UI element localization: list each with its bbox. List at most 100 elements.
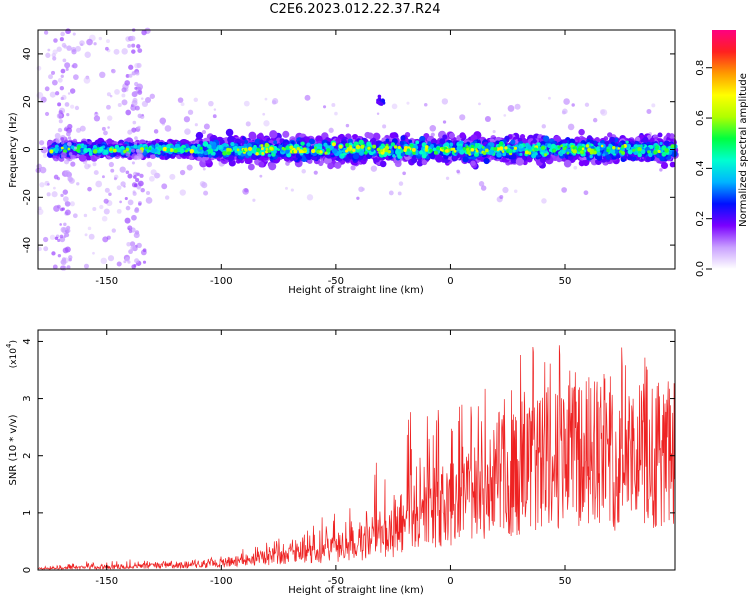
band-spot — [567, 154, 574, 161]
band-spot — [459, 149, 465, 155]
band-spot — [399, 141, 404, 146]
band-spot — [269, 130, 278, 139]
noise-speck — [651, 103, 656, 108]
band-spot — [273, 140, 278, 145]
band-spot — [532, 139, 537, 144]
noise-speck — [84, 163, 91, 170]
noise-speck — [541, 124, 547, 129]
noise-speck — [39, 140, 45, 146]
band-spot — [421, 159, 428, 166]
band-spot — [637, 152, 643, 158]
noise-speck — [548, 96, 551, 100]
band-spot — [230, 141, 235, 147]
band-spot — [290, 140, 295, 145]
noise-speck — [49, 91, 56, 98]
band-spot — [490, 146, 495, 151]
noise-speck — [263, 120, 270, 127]
band-spot — [435, 154, 443, 163]
band-spot — [582, 159, 590, 167]
noise-speck — [179, 189, 186, 196]
noise-speck — [69, 201, 75, 207]
noise-speck — [51, 79, 58, 86]
noise-speck — [584, 102, 590, 107]
noise-speck — [121, 99, 128, 106]
noise-speck — [70, 104, 75, 109]
noise-speck — [397, 191, 402, 196]
noise-speck — [72, 213, 78, 219]
band-spot — [227, 135, 235, 144]
band-spot — [341, 153, 345, 157]
noise-speck — [52, 264, 58, 270]
noise-speck — [101, 215, 108, 222]
noise-speck — [67, 92, 71, 95]
band-spot — [247, 163, 255, 171]
band-spot — [483, 157, 490, 165]
band-spot — [452, 155, 458, 160]
band-spot — [385, 138, 390, 143]
noise-speck — [83, 76, 91, 84]
noise-speck — [75, 45, 81, 52]
noise-speck — [70, 161, 76, 167]
noise-speck — [149, 93, 155, 99]
noise-speck — [146, 161, 153, 168]
noise-speck — [107, 115, 113, 121]
band-spot — [542, 135, 550, 142]
noise-speck — [262, 112, 266, 116]
band-spot — [660, 161, 669, 170]
band-spot — [609, 136, 616, 143]
band-spot — [510, 139, 516, 145]
noise-speck — [478, 181, 485, 187]
noise-speck — [120, 181, 126, 187]
noise-speck — [259, 174, 263, 178]
spectrogram-heatmap — [35, 27, 679, 271]
noise-speck — [145, 197, 153, 204]
noise-speck — [155, 173, 161, 179]
band-spot — [442, 134, 448, 140]
band-spot — [519, 133, 526, 140]
band-spot — [82, 144, 88, 149]
noise-speck — [101, 126, 106, 131]
noise-speck — [600, 109, 608, 116]
noise-speck — [116, 261, 122, 267]
noise-speck — [159, 117, 167, 125]
noise-speck — [334, 111, 338, 116]
band-spot — [55, 147, 59, 152]
band-spot — [502, 152, 506, 157]
band-spot — [203, 150, 209, 156]
band-spot — [501, 157, 507, 163]
band-spot — [532, 150, 536, 154]
noise-speck — [111, 69, 114, 72]
noise-speck — [108, 161, 114, 168]
band-spot — [400, 135, 406, 141]
noise-speck — [116, 208, 122, 214]
noise-speck — [109, 94, 113, 98]
noise-speck — [38, 206, 42, 211]
noise-speck — [100, 257, 107, 265]
noise-speck — [272, 98, 279, 105]
band-spot — [388, 145, 393, 150]
band-spot — [448, 132, 455, 139]
band-spot — [540, 151, 544, 155]
band-spot — [133, 144, 138, 149]
noise-speck — [102, 236, 109, 243]
noise-speck — [75, 127, 82, 133]
noise-speck — [264, 97, 268, 101]
noise-speck — [478, 102, 481, 106]
noise-speck — [304, 94, 311, 101]
noise-speck — [592, 117, 598, 123]
noise-speck — [56, 46, 62, 52]
band-spot — [642, 136, 649, 143]
noise-speck — [243, 100, 250, 107]
noise-speck — [37, 246, 42, 251]
noise-speck — [350, 165, 356, 171]
noise-speck — [203, 123, 210, 130]
noise-speck — [107, 255, 115, 262]
noise-speck — [193, 97, 199, 103]
band-spot — [278, 144, 283, 150]
noise-speck — [161, 122, 165, 126]
band-spot — [562, 139, 568, 145]
noise-speck — [659, 168, 663, 172]
band-spot — [282, 130, 290, 138]
noise-speck — [502, 186, 509, 194]
